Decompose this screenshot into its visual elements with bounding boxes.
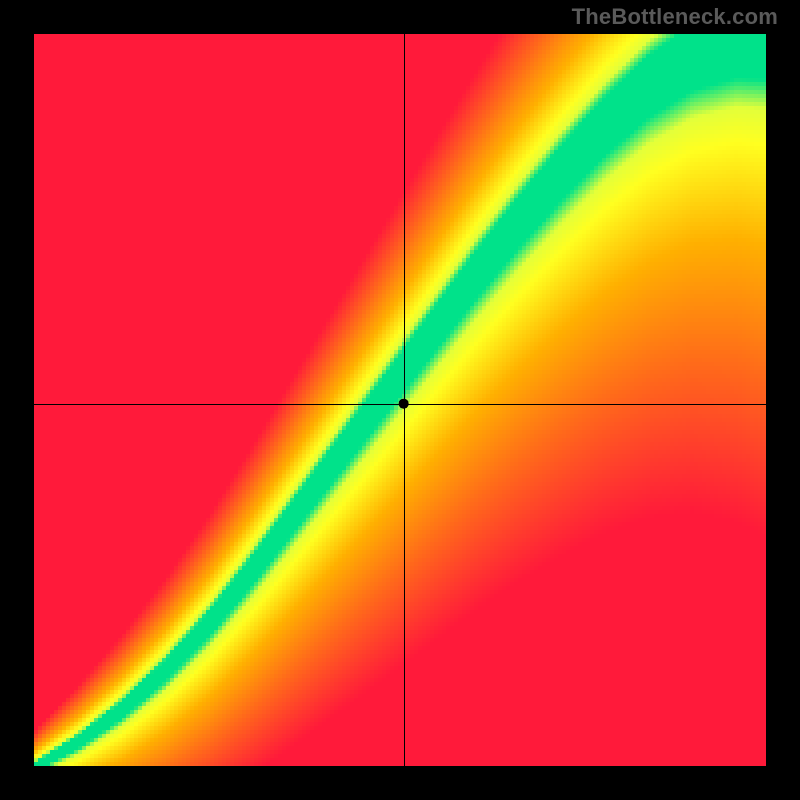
chart-stage: TheBottleneck.com — [0, 0, 800, 800]
watermark-text: TheBottleneck.com — [572, 4, 778, 30]
heatmap-canvas — [0, 0, 800, 800]
